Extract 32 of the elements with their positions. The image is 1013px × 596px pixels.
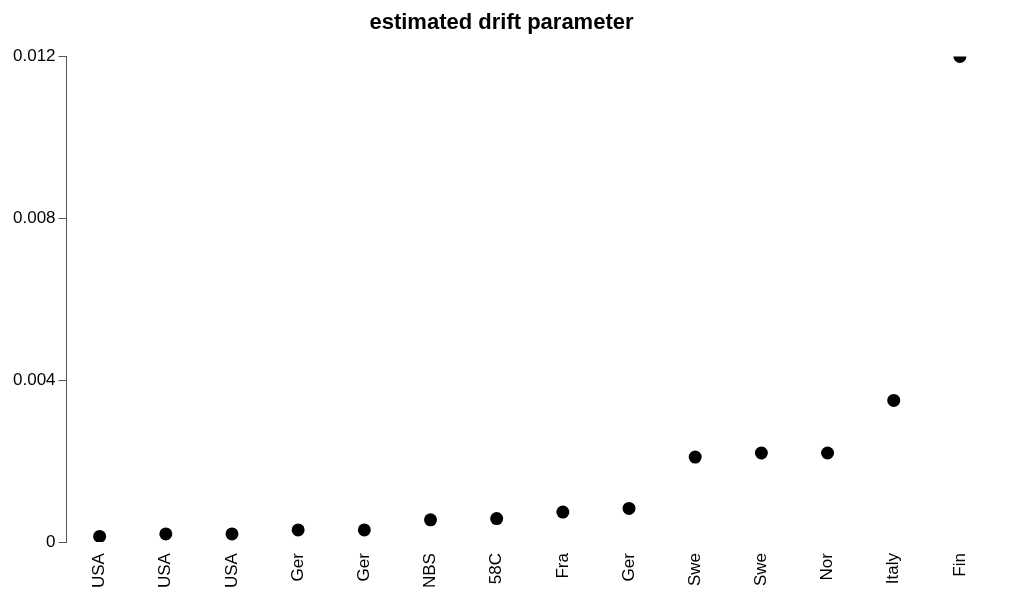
point <box>93 529 107 543</box>
point <box>754 446 768 460</box>
x-tick-label: NBS <box>420 553 440 589</box>
x-tick-label: Ger <box>287 552 307 582</box>
x-tick-label: 58C <box>486 553 506 585</box>
chart-title: estimated drift parameter <box>369 9 634 35</box>
point <box>357 523 371 537</box>
x-tick-label: Swe <box>684 553 704 587</box>
x-tick-label: Ger <box>618 552 638 582</box>
x-tick-label: Nor <box>817 552 837 581</box>
point <box>291 523 305 537</box>
x-tick-label: Italy <box>883 552 903 585</box>
x-tick-label: Fra <box>552 552 572 579</box>
x-tick-label: USA <box>221 552 241 589</box>
x-tick-label: Fin <box>949 553 969 577</box>
y-tick-label: 0 <box>46 531 56 551</box>
point <box>424 513 438 527</box>
y-tick-label: 0.004 <box>12 369 56 389</box>
x-tick-label: USA <box>155 552 175 589</box>
point <box>622 501 636 515</box>
y-tick-label: 0.008 <box>12 207 56 227</box>
x-tick-label: USA <box>89 552 109 589</box>
point <box>556 505 570 519</box>
point <box>821 446 835 460</box>
point <box>159 527 173 541</box>
point <box>688 450 702 464</box>
y-tick-label: 0.012 <box>12 46 56 66</box>
point <box>225 527 239 541</box>
point <box>887 393 901 407</box>
point <box>490 512 504 526</box>
x-tick-label: Swe <box>751 553 771 587</box>
x-tick-label: Ger <box>354 552 374 582</box>
